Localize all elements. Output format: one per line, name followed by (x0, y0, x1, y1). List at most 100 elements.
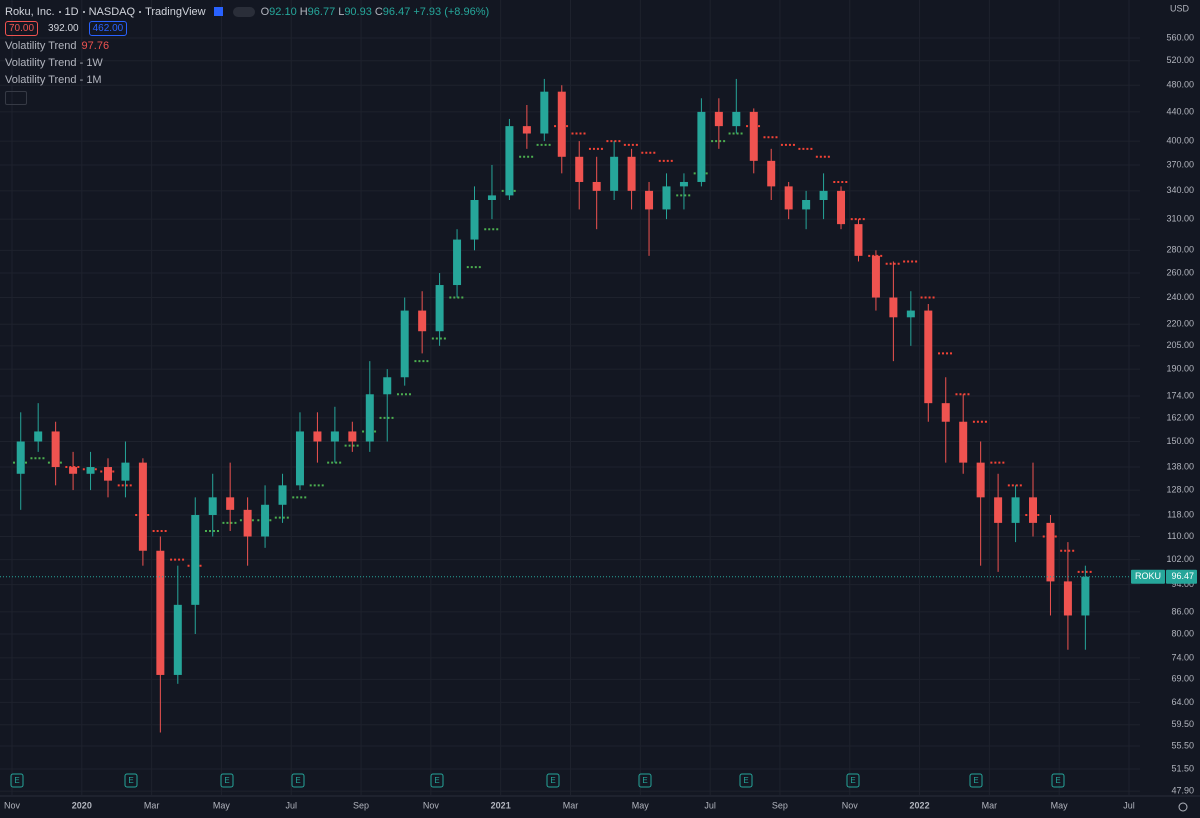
earnings-marker[interactable]: E (430, 773, 444, 788)
candle-body (854, 224, 863, 256)
candle-body (837, 190, 846, 225)
earnings-label: E (642, 776, 647, 785)
y-tick-label: 102.00 (1166, 554, 1194, 564)
earnings-label: E (224, 776, 229, 785)
candle-body (994, 497, 1003, 523)
time-axis (0, 796, 1140, 818)
candle-body (540, 91, 549, 134)
settings-icon[interactable] (1178, 802, 1188, 812)
y-tick-label: 80.00 (1171, 628, 1194, 638)
x-tick-label: Jul (285, 800, 297, 810)
earnings-label: E (850, 776, 855, 785)
exchange: NASDAQ (88, 5, 136, 18)
candle-body (191, 514, 200, 605)
y-tick-label: 240.00 (1166, 292, 1194, 302)
earnings-marker[interactable]: E (220, 773, 234, 788)
candle-body (906, 310, 915, 318)
candle-body (226, 497, 235, 510)
earnings-marker[interactable]: E (546, 773, 560, 788)
earnings-box (291, 773, 305, 788)
earnings-marker[interactable]: E (1051, 773, 1065, 788)
ohlc-value: 96.77 (307, 5, 336, 18)
earnings-marker[interactable]: E (739, 773, 753, 788)
indicator-name: Volatility Trend (5, 39, 77, 52)
y-tick-label: 110.00 (1167, 531, 1194, 541)
candle-body (453, 239, 462, 286)
flag-icon[interactable] (213, 7, 223, 16)
indicator-row[interactable]: Volatility Trend - 1M (5, 71, 492, 88)
x-tick-label: May (213, 800, 231, 810)
candle-body (749, 111, 758, 161)
y-tick-label: 47.90 (1171, 786, 1194, 796)
spread: 392.00 (48, 23, 79, 34)
candle-body (662, 186, 671, 210)
x-tick-label: Jul (1123, 800, 1135, 810)
candle-body (173, 604, 182, 675)
earnings-label: E (128, 776, 133, 785)
y-tick-label: 94.00 (1171, 579, 1194, 589)
candle-body (121, 462, 130, 481)
earnings-label: E (743, 776, 748, 785)
indicator-row[interactable]: Volatility Trend 97.76 (5, 37, 492, 54)
earnings-marker[interactable]: E (969, 773, 983, 788)
earnings-marker[interactable]: E (638, 773, 652, 788)
y-tick-label: 520.00 (1166, 55, 1194, 65)
candle-body (313, 431, 322, 442)
x-tick-label: 2021 (491, 800, 511, 810)
y-tick-label: 560.00 (1166, 32, 1194, 42)
indicator-row[interactable]: Volatility Trend - 1W (5, 54, 492, 71)
candle-body (103, 467, 112, 481)
y-tick-label: 118.00 (1167, 509, 1194, 519)
collapse-button[interactable] (5, 91, 27, 105)
y-tick-label: 480.00 (1166, 80, 1194, 90)
x-tick-label: May (632, 800, 650, 810)
candle-body (348, 431, 357, 442)
ohlc-value: 90.93 (344, 5, 372, 18)
candle-body (557, 91, 566, 157)
candle-body (889, 297, 898, 318)
symbol-name[interactable]: Roku, Inc. (5, 5, 55, 18)
candle-body (802, 199, 811, 210)
candle-body (208, 497, 217, 515)
x-tick-label: Nov (4, 800, 21, 810)
earnings-marker[interactable]: E (124, 773, 138, 788)
candle-body (69, 467, 78, 474)
ohlc-label: C (374, 5, 383, 18)
indicator-name: Volatility Trend - 1M (5, 73, 102, 86)
x-tick-label: Nov (842, 800, 859, 810)
sell-button[interactable]: 70.00 (5, 21, 39, 36)
change: +7.93 (+8.96%) (413, 5, 490, 18)
candle-body (1081, 576, 1090, 616)
candle-body (819, 190, 828, 200)
ohlc-label: L (338, 5, 345, 18)
y-tick-label: 128.00 (1166, 484, 1194, 494)
x-tick-label: 2020 (72, 800, 92, 810)
candle-body (51, 431, 60, 468)
ohlc-value: 96.47 (382, 5, 411, 18)
candle-body (365, 394, 374, 442)
candle-body (627, 156, 636, 191)
indicator-name: Volatility Trend - 1W (5, 56, 103, 69)
earnings-marker[interactable]: E (10, 773, 24, 788)
candle-body (976, 462, 985, 498)
candle-body (295, 431, 304, 486)
buy-button[interactable]: 462.00 (88, 21, 128, 36)
y-tick-label: 174.00 (1166, 390, 1194, 400)
earnings-marker[interactable]: E (291, 773, 305, 788)
candle-body (34, 431, 43, 442)
candle-body (16, 441, 25, 474)
earnings-marker[interactable]: E (846, 773, 860, 788)
earnings-label: E (1055, 776, 1060, 785)
interval[interactable]: 1D (64, 5, 79, 18)
ohlc-legend: O92.10 H96.77 L90.93 C96.47 (261, 6, 414, 18)
candle-body (86, 467, 95, 474)
y-tick-label: 69.00 (1171, 674, 1194, 684)
toggle-pill[interactable] (232, 6, 255, 17)
candle-body (732, 111, 741, 127)
y-tick-label: 310.00 (1166, 214, 1194, 224)
earnings-box (969, 773, 983, 788)
candle-body (383, 377, 392, 395)
candle-body (1011, 497, 1020, 523)
